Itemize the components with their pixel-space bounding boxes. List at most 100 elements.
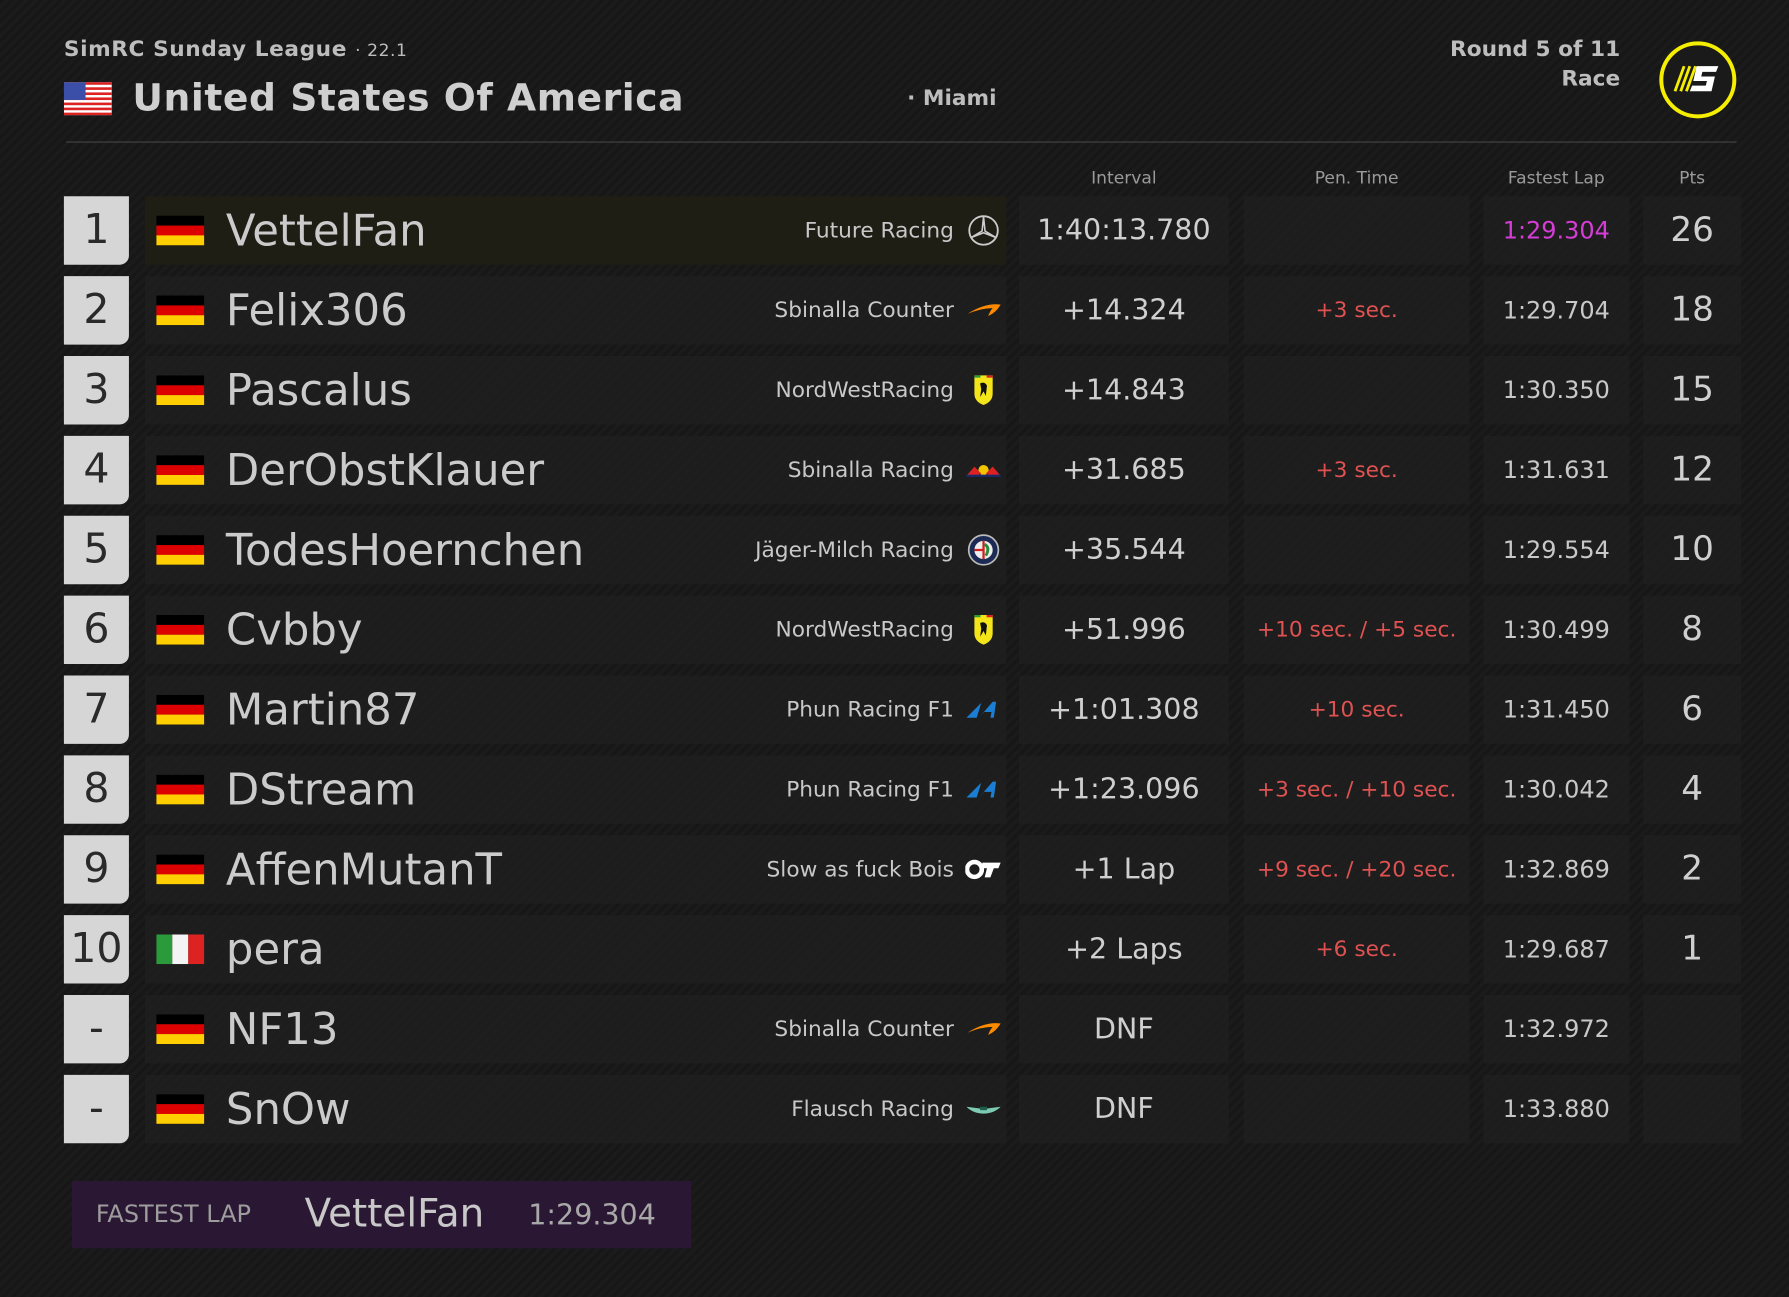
driver-name: Felix306: [225, 285, 408, 336]
position-badge: 8: [63, 755, 129, 824]
team-name: Jäger-Milch Racing: [755, 537, 954, 563]
penalty-cell: +9 sec. / +20 sec.: [1243, 835, 1470, 904]
team-name: NordWestRacing: [775, 377, 954, 403]
germany-flag-icon: [156, 854, 205, 885]
fastest-lap-cell: 1:29.304: [1483, 196, 1630, 265]
penalty-cell: [1243, 355, 1470, 425]
penalty-cell: +10 sec. / +5 sec.: [1243, 595, 1470, 665]
table-row: 2 Felix306 Sbinalla Counter +14.324 +3 s…: [63, 276, 1742, 345]
table-row: 6 Cvbby NordWestRacing +51.996 +10 sec. …: [63, 595, 1742, 665]
driver-name: TodesHoernchen: [225, 524, 585, 576]
interval-cell: +1 Lap: [1018, 835, 1229, 904]
driver-cell: DerObstKlauer Sbinalla Racing: [144, 435, 1007, 505]
table-row: 4 DerObstKlauer Sbinalla Racing +31.685 …: [63, 435, 1742, 505]
ferrari-icon: [965, 373, 1002, 407]
fastest-lap-cell: 1:29.554: [1483, 515, 1630, 585]
position-badge: 7: [63, 675, 129, 744]
fastest-lap-cell: 1:30.042: [1483, 755, 1630, 824]
interval-cell: +1:23.096: [1018, 755, 1229, 824]
interval-cell: +35.544: [1018, 515, 1229, 585]
league-title: SimRC Sunday League · 22.1: [64, 37, 408, 62]
driver-cell: TodesHoernchen Jäger-Milch Racing: [144, 515, 1007, 585]
city-label: · Miami: [907, 85, 997, 111]
column-header-interval: Interval: [1091, 167, 1157, 189]
fastest-lap-label: FASTEST LAP: [95, 1200, 252, 1228]
points-cell: 2: [1643, 835, 1742, 904]
penalty-cell: +10 sec.: [1243, 675, 1470, 744]
germany-flag-icon: [156, 215, 205, 246]
germany-flag-icon: [156, 614, 205, 645]
interval-cell: DNF: [1018, 1074, 1229, 1144]
table-row: 7 Martin87 Phun Racing F1 +1:01.308 +10 …: [63, 675, 1742, 744]
mercedes-icon: [965, 213, 1002, 247]
driver-name: Martin87: [225, 684, 420, 735]
germany-flag-icon: [156, 535, 205, 565]
alpine-icon: [965, 772, 1002, 806]
interval-cell: DNF: [1018, 994, 1229, 1064]
fastest-lap-cell: 1:32.869: [1483, 835, 1630, 904]
alfa-romeo-icon: [965, 533, 1002, 567]
driver-name: Pascalus: [225, 365, 412, 416]
interval-cell: +1:01.308: [1018, 675, 1229, 744]
driver-cell: Pascalus NordWestRacing: [144, 355, 1007, 425]
driver-cell: Felix306 Sbinalla Counter: [144, 276, 1007, 345]
team-name: Flausch Racing: [791, 1096, 954, 1122]
interval-cell: +2 Laps: [1018, 915, 1229, 984]
fastest-lap-cell: 1:31.631: [1483, 435, 1630, 505]
position-badge: 10: [63, 915, 129, 984]
italy-flag-icon: [156, 934, 205, 965]
points-cell: 6: [1643, 675, 1742, 744]
mclaren-icon: [965, 293, 1002, 327]
points-cell: [1643, 1074, 1742, 1144]
column-header-penalty: Pen. Time: [1314, 167, 1399, 189]
points-cell: 8: [1643, 595, 1742, 665]
position-badge: 6: [63, 595, 129, 665]
driver-cell: Cvbby NordWestRacing: [144, 595, 1007, 665]
driver-cell: pera: [144, 915, 1007, 984]
position-badge: 9: [63, 835, 129, 904]
team-name: Future Racing: [804, 217, 954, 244]
interval-cell: +14.324: [1018, 276, 1229, 345]
points-cell: 15: [1643, 355, 1742, 425]
driver-name: AffenMutanT: [225, 844, 503, 895]
points-cell: 12: [1643, 435, 1742, 505]
fastest-lap-cell: 1:30.350: [1483, 355, 1630, 425]
fastest-lap-banner: FASTEST LAP VettelFan 1:29.304: [71, 1180, 692, 1249]
penalty-cell: [1243, 994, 1470, 1064]
fastest-lap-cell: 1:33.880: [1483, 1074, 1630, 1144]
penalty-cell: +3 sec.: [1243, 276, 1470, 345]
ferrari-icon: [965, 613, 1002, 647]
germany-flag-icon: [156, 694, 205, 725]
germany-flag-icon: [156, 295, 205, 326]
team-name: NordWestRacing: [775, 617, 954, 643]
header-divider: [66, 141, 1737, 143]
session-label: Race: [1561, 66, 1621, 92]
germany-flag-icon: [156, 1094, 205, 1124]
position-badge: 4: [63, 435, 129, 505]
interval-cell: +14.843: [1018, 355, 1229, 425]
table-row: 8 DStream Phun Racing F1 +1:23.096 +3 se…: [63, 755, 1742, 824]
team-name: Sbinalla Racing: [787, 457, 954, 483]
points-cell: 10: [1643, 515, 1742, 585]
position-badge: 1: [63, 196, 129, 265]
position-badge: 5: [63, 515, 129, 585]
points-cell: 18: [1643, 276, 1742, 345]
fastest-lap-cell: 1:29.704: [1483, 276, 1630, 345]
fastest-lap-cell: 1:29.687: [1483, 915, 1630, 984]
interval-cell: +51.996: [1018, 595, 1229, 665]
penalty-cell: +3 sec. / +10 sec.: [1243, 755, 1470, 824]
points-cell: 26: [1643, 196, 1742, 265]
table-row: 9 AffenMutanT Slow as fuck Bois +1 Lap +…: [63, 835, 1742, 904]
table-row: - SnOw Flausch Racing DNF 1:33.880: [63, 1074, 1742, 1144]
germany-flag-icon: [156, 774, 205, 805]
team-name: Phun Racing F1: [786, 697, 954, 723]
table-row: 10 pera +2 Laps +6 sec. 1:29.687 1: [63, 915, 1742, 984]
alpine-icon: [965, 693, 1002, 727]
driver-cell: VettelFan Future Racing: [144, 196, 1007, 265]
driver-cell: SnOw Flausch Racing: [144, 1074, 1007, 1144]
points-cell: 4: [1643, 755, 1742, 824]
penalty-cell: [1243, 1074, 1470, 1144]
driver-name: DStream: [225, 764, 417, 815]
column-header-fastest-lap: Fastest Lap: [1507, 167, 1605, 189]
